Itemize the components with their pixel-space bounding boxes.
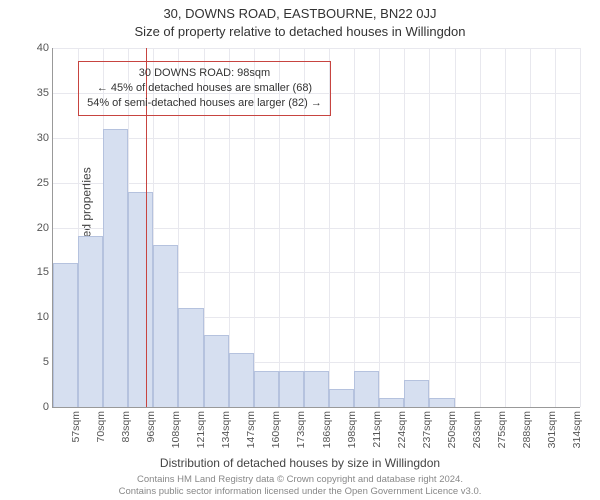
y-tick-label: 5	[43, 356, 49, 368]
callout-line1: 30 DOWNS ROAD: 98sqm	[87, 66, 322, 81]
x-tick-label: 275sqm	[496, 411, 508, 448]
gridline-v	[555, 48, 556, 407]
y-tick-label: 20	[37, 222, 49, 234]
histogram-bar	[153, 245, 178, 407]
footer-line1: Contains HM Land Registry data © Crown c…	[0, 474, 600, 486]
histogram-bar	[128, 192, 153, 407]
histogram-bar	[78, 236, 103, 407]
gridline-h	[53, 138, 580, 139]
gridline-v	[480, 48, 481, 407]
histogram-bar	[329, 389, 354, 407]
x-tick-label: 288sqm	[521, 411, 533, 448]
x-tick-label: 301sqm	[546, 411, 558, 448]
chart-container: 30, DOWNS ROAD, EASTBOURNE, BN22 0JJ Siz…	[0, 0, 600, 500]
histogram-bar	[204, 335, 229, 407]
y-tick-label: 25	[37, 177, 49, 189]
y-tick-label: 0	[43, 401, 49, 413]
callout-line2: ← 45% of detached houses are smaller (68…	[87, 81, 322, 96]
histogram-bar	[429, 398, 454, 407]
x-tick-label: 250sqm	[446, 411, 458, 448]
footer-attribution: Contains HM Land Registry data © Crown c…	[0, 474, 600, 498]
x-tick-label: 211sqm	[371, 411, 383, 448]
histogram-bar	[304, 371, 329, 407]
plot-area: 051015202530354057sqm70sqm83sqm96sqm108s…	[52, 48, 580, 408]
gridline-v	[580, 48, 581, 407]
y-tick-label: 40	[37, 42, 49, 54]
histogram-bar	[229, 353, 254, 407]
histogram-bar	[404, 380, 429, 407]
y-tick-label: 35	[37, 87, 49, 99]
x-tick-label: 186sqm	[321, 411, 333, 448]
gridline-v	[429, 48, 430, 407]
chart-subtitle: Size of property relative to detached ho…	[0, 24, 600, 39]
x-tick-label: 134sqm	[220, 411, 232, 448]
y-tick-label: 15	[37, 266, 49, 278]
gridline-v	[505, 48, 506, 407]
histogram-bar	[379, 398, 404, 407]
histogram-bar	[279, 371, 304, 407]
callout-line3: 54% of semi-detached houses are larger (…	[87, 96, 322, 111]
x-tick-label: 70sqm	[95, 411, 107, 443]
footer-line2: Contains public sector information licen…	[0, 486, 600, 498]
x-tick-label: 96sqm	[145, 411, 157, 443]
x-tick-label: 237sqm	[421, 411, 433, 448]
x-tick-label: 121sqm	[195, 411, 207, 448]
gridline-v	[379, 48, 380, 407]
x-tick-label: 224sqm	[396, 411, 408, 448]
gridline-v	[530, 48, 531, 407]
x-tick-label: 160sqm	[270, 411, 282, 448]
x-tick-label: 83sqm	[120, 411, 132, 443]
x-tick-label: 198sqm	[346, 411, 358, 448]
histogram-bar	[354, 371, 379, 407]
gridline-v	[404, 48, 405, 407]
gridline-h	[53, 48, 580, 49]
x-tick-label: 108sqm	[170, 411, 182, 448]
histogram-bar	[103, 129, 128, 407]
address-title: 30, DOWNS ROAD, EASTBOURNE, BN22 0JJ	[0, 6, 600, 21]
x-tick-label: 263sqm	[471, 411, 483, 448]
property-callout: 30 DOWNS ROAD: 98sqm ← 45% of detached h…	[78, 61, 331, 116]
gridline-h	[53, 183, 580, 184]
y-tick-label: 30	[37, 132, 49, 144]
histogram-bar	[178, 308, 203, 407]
x-tick-label: 57sqm	[70, 411, 82, 443]
y-tick-label: 10	[37, 311, 49, 323]
x-tick-label: 147sqm	[245, 411, 257, 448]
gridline-v	[354, 48, 355, 407]
histogram-bar	[53, 263, 78, 407]
histogram-bar	[254, 371, 279, 407]
x-tick-label: 314sqm	[571, 411, 583, 448]
gridline-v	[455, 48, 456, 407]
x-tick-label: 173sqm	[295, 411, 307, 448]
x-axis-label: Distribution of detached houses by size …	[0, 456, 600, 470]
